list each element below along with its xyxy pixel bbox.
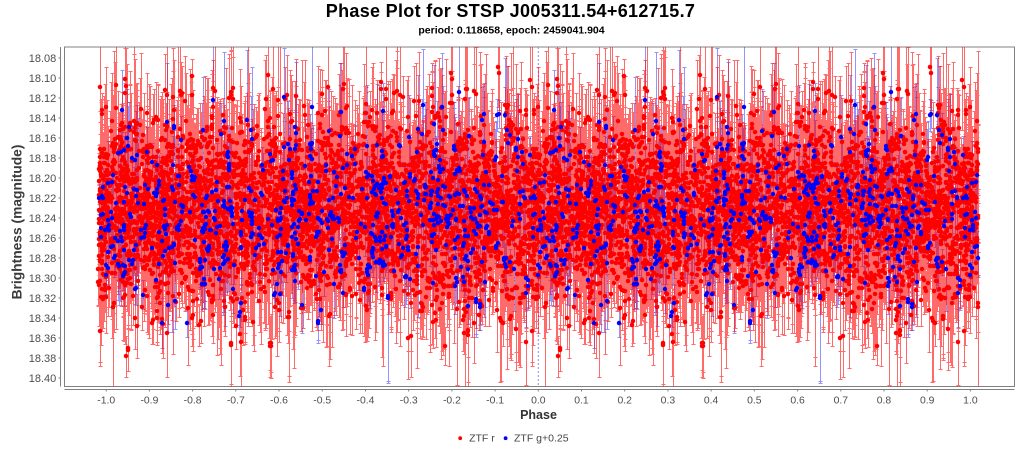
svg-text:18.38: 18.38 — [29, 353, 57, 365]
svg-text:18.36: 18.36 — [29, 333, 57, 345]
svg-text:18.12: 18.12 — [29, 93, 57, 105]
svg-text:Phase: Phase — [520, 408, 557, 422]
svg-text:0.8: 0.8 — [877, 396, 892, 407]
svg-text:0.6: 0.6 — [790, 396, 805, 407]
svg-text:-0.6: -0.6 — [270, 396, 288, 407]
svg-text:-0.7: -0.7 — [227, 396, 245, 407]
svg-text:-0.4: -0.4 — [357, 396, 375, 407]
svg-text:0.9: 0.9 — [920, 396, 935, 407]
svg-text:18.30: 18.30 — [29, 273, 57, 285]
svg-text:0.2: 0.2 — [617, 396, 632, 407]
svg-text:0.3: 0.3 — [661, 396, 676, 407]
svg-text:18.18: 18.18 — [29, 153, 57, 165]
svg-text:-0.5: -0.5 — [313, 396, 331, 407]
svg-text:-0.9: -0.9 — [140, 396, 158, 407]
svg-text:18.32: 18.32 — [29, 293, 57, 305]
svg-text:ZTF g+0.25: ZTF g+0.25 — [514, 433, 569, 445]
svg-text:18.20: 18.20 — [29, 173, 57, 185]
svg-text:0.7: 0.7 — [834, 396, 849, 407]
svg-text:period: 0.118658, epoch: 24590: period: 0.118658, epoch: 2459041.904 — [418, 25, 604, 37]
svg-text:18.26: 18.26 — [29, 233, 57, 245]
svg-text:1.0: 1.0 — [963, 396, 978, 407]
svg-text:18.40: 18.40 — [29, 373, 57, 385]
svg-text:18.24: 18.24 — [29, 213, 57, 225]
svg-text:ZTF r: ZTF r — [469, 433, 495, 445]
svg-text:-0.2: -0.2 — [443, 396, 461, 407]
svg-text:0.1: 0.1 — [574, 396, 589, 407]
svg-text:18.08: 18.08 — [29, 53, 57, 65]
svg-text:18.22: 18.22 — [29, 193, 57, 205]
svg-text:-0.1: -0.1 — [486, 396, 504, 407]
svg-text:-0.8: -0.8 — [184, 396, 202, 407]
svg-text:0.5: 0.5 — [747, 396, 762, 407]
svg-text:Brightness (magnitude): Brightness (magnitude) — [9, 145, 24, 300]
svg-text:-0.3: -0.3 — [400, 396, 418, 407]
svg-text:18.34: 18.34 — [29, 313, 57, 325]
svg-text:Phase Plot for STSP J005311.54: Phase Plot for STSP J005311.54+612715.7 — [326, 1, 696, 21]
svg-text:18.28: 18.28 — [29, 253, 57, 265]
svg-text:18.16: 18.16 — [29, 133, 57, 145]
svg-text:18.14: 18.14 — [29, 113, 57, 125]
svg-text:0.4: 0.4 — [704, 396, 719, 407]
svg-text:-1.0: -1.0 — [97, 396, 115, 407]
svg-text:18.10: 18.10 — [29, 73, 57, 85]
svg-text:0.0: 0.0 — [531, 396, 546, 407]
